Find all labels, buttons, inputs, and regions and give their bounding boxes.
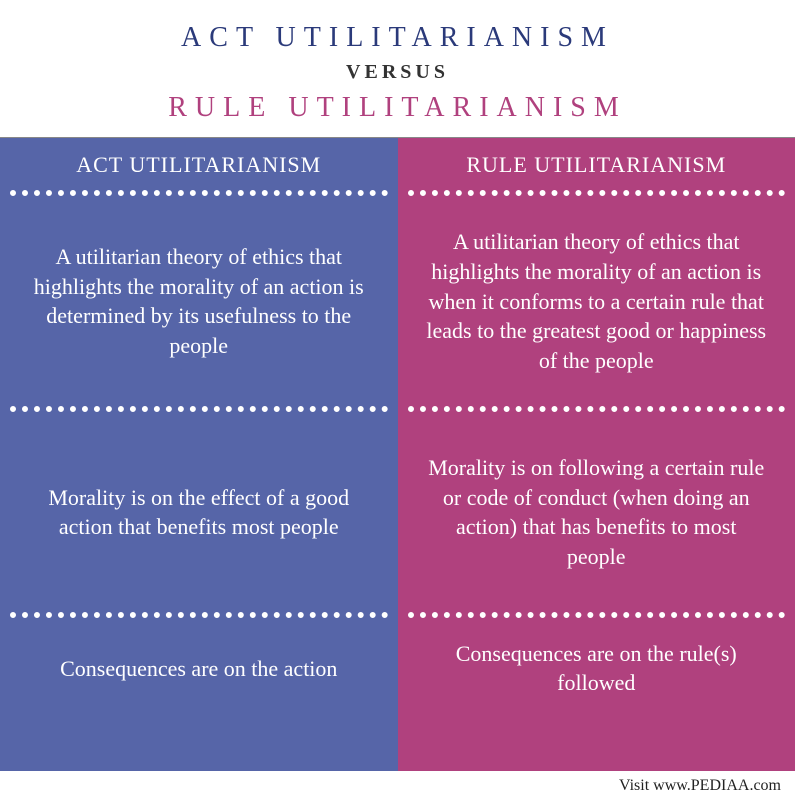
left-row-3: Consequences are on the action (6, 618, 392, 718)
title-rule: RULE UTILITARIANISM (0, 88, 795, 127)
right-row-1: A utilitarian theory of ethics that high… (404, 196, 790, 406)
versus-label: VERSUS (0, 61, 795, 84)
left-row-2: Morality is on the effect of a good acti… (6, 412, 392, 612)
column-right-header: RULE UTILITARIANISM (404, 138, 790, 190)
comparison-columns: ACT UTILITARIANISM A utilitarian theory … (0, 137, 795, 771)
right-row-2: Morality is on following a certain rule … (404, 412, 790, 612)
title-act: ACT UTILITARIANISM (0, 18, 795, 57)
header: ACT UTILITARIANISM VERSUS RULE UTILITARI… (0, 0, 795, 137)
column-right: RULE UTILITARIANISM A utilitarian theory… (398, 138, 795, 771)
column-left-header: ACT UTILITARIANISM (6, 138, 392, 190)
column-left: ACT UTILITARIANISM A utilitarian theory … (0, 138, 398, 771)
footer-credit: Visit www.PEDIAA.com (0, 771, 795, 805)
left-row-1: A utilitarian theory of ethics that high… (6, 196, 392, 406)
right-row-3: Consequences are on the rule(s) followed (404, 618, 790, 718)
